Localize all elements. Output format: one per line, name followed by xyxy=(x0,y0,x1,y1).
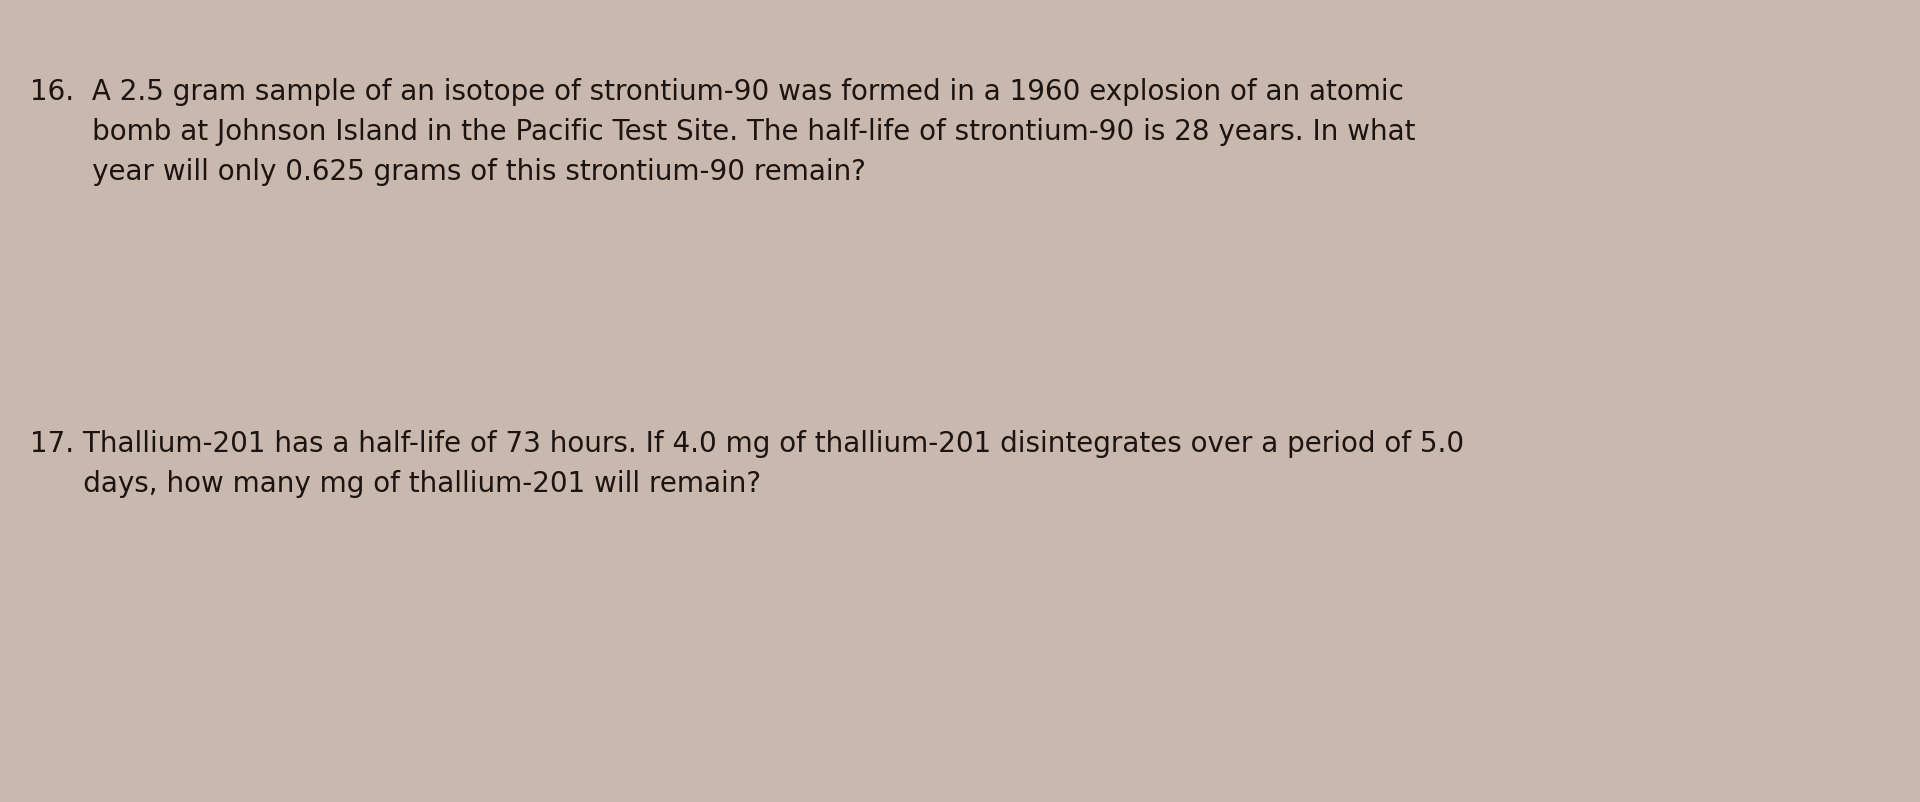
Text: 16.  A 2.5 gram sample of an isotope of strontium-90 was formed in a 1960 explos: 16. A 2.5 gram sample of an isotope of s… xyxy=(31,78,1404,106)
Text: days, how many mg of thallium-201 will remain?: days, how many mg of thallium-201 will r… xyxy=(31,469,760,497)
Text: year will only 0.625 grams of this strontium-90 remain?: year will only 0.625 grams of this stron… xyxy=(31,158,866,186)
Text: bomb at Johnson Island in the Pacific Test Site. The half-life of strontium-90 i: bomb at Johnson Island in the Pacific Te… xyxy=(31,118,1415,146)
Text: 17. Thallium-201 has a half-life of 73 hours. If 4.0 mg of thallium-201 disinteg: 17. Thallium-201 has a half-life of 73 h… xyxy=(31,429,1465,457)
